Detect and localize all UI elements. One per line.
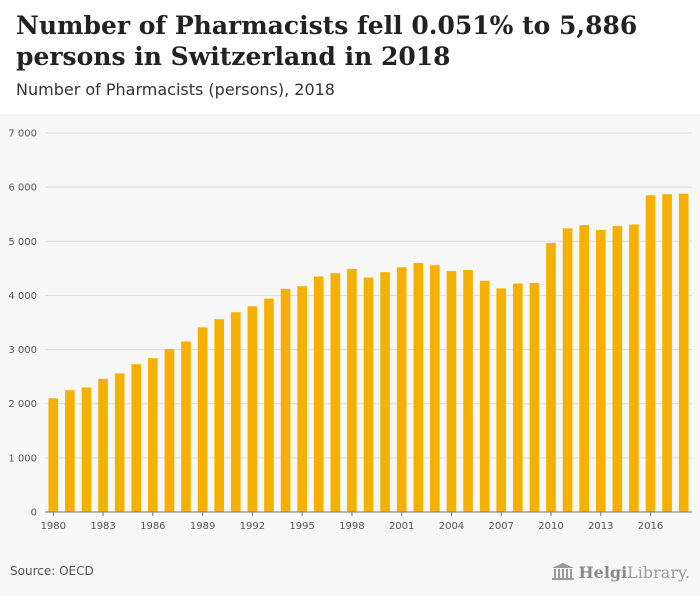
chart-title: Number of Pharmacists fell 0.051% to 5,8… bbox=[16, 11, 638, 71]
chart-subtitle: Number of Pharmacists (persons), 2018 bbox=[16, 80, 335, 99]
bar-1986 bbox=[148, 358, 158, 512]
brand-logo[interactable]: Helgi Library. bbox=[551, 560, 690, 584]
bar-1983 bbox=[98, 378, 108, 512]
x-tick-label: 1986 bbox=[140, 521, 165, 532]
bar-1999 bbox=[363, 277, 374, 512]
y-tick-label: 0 bbox=[31, 508, 37, 519]
chart-header: Number of Pharmacists fell 0.051% to 5,8… bbox=[0, 0, 700, 114]
bar-2001 bbox=[396, 267, 407, 512]
y-tick-label: 5 000 bbox=[8, 237, 37, 248]
bar-2017 bbox=[662, 194, 672, 512]
x-tick-label: 1995 bbox=[289, 521, 314, 532]
x-tick-label: 2007 bbox=[488, 521, 513, 532]
bar-2000 bbox=[380, 272, 390, 512]
x-tick-label: 2013 bbox=[588, 521, 613, 532]
bar-2015 bbox=[629, 224, 639, 512]
bar-1987 bbox=[164, 349, 175, 512]
bars bbox=[48, 193, 689, 513]
bar-1989 bbox=[197, 327, 208, 512]
bar-1988 bbox=[181, 341, 191, 512]
bar-1984 bbox=[114, 373, 125, 512]
x-tick-label: 1992 bbox=[240, 521, 265, 532]
bar-1993 bbox=[264, 298, 274, 512]
x-tick-label: 2016 bbox=[638, 521, 663, 532]
library-building-icon bbox=[551, 563, 574, 580]
y-tick-label: 6 000 bbox=[8, 183, 37, 194]
x-tick-label: 2004 bbox=[439, 521, 464, 532]
bar-2008 bbox=[513, 283, 523, 512]
bar-1981 bbox=[65, 390, 75, 512]
bar-1998 bbox=[347, 268, 357, 512]
x-tick-label: 1983 bbox=[90, 521, 115, 532]
bar-2011 bbox=[562, 228, 573, 512]
y-axis-ticks: 0 1 000 2 000 3 000 4 000 5 000 6 000 7 000 bbox=[8, 129, 37, 519]
bar-chart: 0 1 000 2 000 3 000 4 000 5 000 6 000 7 000 198… bbox=[8, 129, 692, 532]
bar-2003 bbox=[430, 265, 440, 512]
x-tick-label: 2010 bbox=[538, 521, 563, 532]
bar-2002 bbox=[413, 262, 424, 512]
brand-library: Library. bbox=[627, 562, 690, 582]
bar-1982 bbox=[81, 387, 92, 512]
bar-2005 bbox=[463, 269, 473, 512]
y-tick-label: 1 000 bbox=[8, 453, 37, 464]
bar-1996 bbox=[313, 276, 324, 512]
bar-1991 bbox=[230, 312, 241, 512]
chart-footer bbox=[0, 554, 700, 596]
bar-2014 bbox=[612, 226, 623, 512]
y-tick-label: 4 000 bbox=[8, 291, 37, 302]
brand-helgi: Helgi bbox=[578, 562, 628, 582]
bar-1995 bbox=[297, 286, 307, 512]
source-label: Source: OECD bbox=[10, 564, 94, 578]
bar-2013 bbox=[595, 229, 606, 513]
bar-2012 bbox=[579, 225, 589, 512]
bar-2010 bbox=[546, 242, 556, 512]
bar-2004 bbox=[446, 271, 457, 512]
bar-2018 bbox=[678, 193, 689, 512]
bar-1992 bbox=[247, 306, 258, 512]
bar-1985 bbox=[131, 364, 142, 512]
x-axis-ticks: 1980 1983 1986 1989 1992 1995 1998 2001 2004 2007… bbox=[41, 512, 663, 532]
x-tick-label: 1998 bbox=[339, 521, 364, 532]
bar-1980 bbox=[48, 398, 59, 512]
y-tick-label: 7 000 bbox=[8, 129, 37, 140]
x-tick-label: 1989 bbox=[190, 521, 215, 532]
x-tick-label: 1980 bbox=[41, 521, 66, 532]
bar-1990 bbox=[214, 319, 224, 512]
bar-1994 bbox=[280, 288, 291, 512]
bar-2007 bbox=[496, 288, 507, 512]
y-tick-label: 3 000 bbox=[8, 345, 37, 356]
bar-1997 bbox=[330, 273, 341, 512]
bar-2016 bbox=[645, 195, 656, 512]
x-tick-label: 2001 bbox=[389, 521, 414, 532]
bar-2006 bbox=[479, 280, 490, 512]
bar-2009 bbox=[529, 282, 540, 512]
y-tick-label: 2 000 bbox=[8, 399, 37, 410]
